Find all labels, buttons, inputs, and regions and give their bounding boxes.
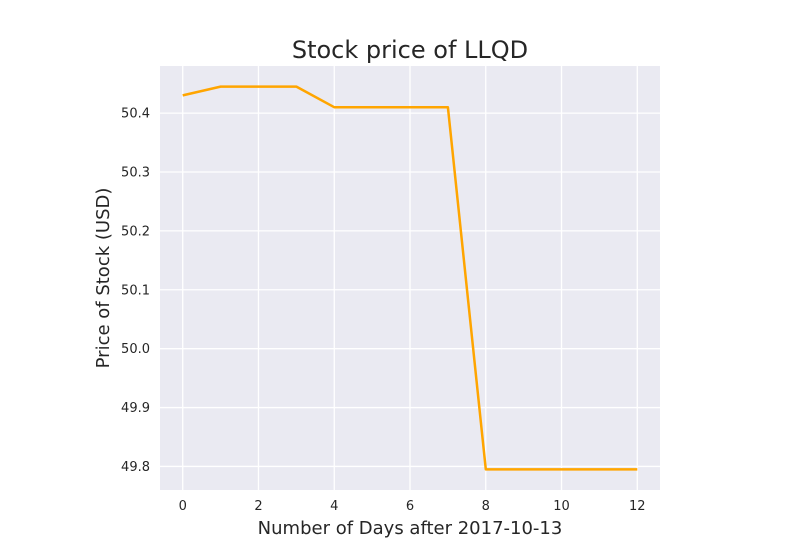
x-tick-labels: 0 2 4 6 8 10 12 (179, 499, 646, 514)
y-tick-label: 50.1 (121, 283, 150, 298)
x-tick-label: 12 (629, 499, 646, 514)
grid-lines (160, 66, 660, 490)
x-tick-label: 4 (330, 499, 338, 514)
series-line (182, 85, 638, 471)
x-tick-label: 6 (406, 499, 414, 514)
x-axis-label: Number of Days after 2017-10-13 (258, 518, 563, 539)
y-tick-label: 50.3 (121, 166, 150, 181)
y-tick-label: 50.0 (121, 342, 150, 357)
y-tick-label: 49.8 (121, 460, 150, 475)
x-tick-label: 0 (179, 499, 187, 514)
y-tick-label: 49.9 (121, 401, 150, 416)
series-layer (182, 85, 638, 471)
y-tick-labels: 49.8 49.9 50.0 50.1 50.2 50.3 50.4 (121, 107, 150, 475)
y-tick-label: 50.4 (121, 107, 150, 122)
chart-title: Stock price of LLQD (292, 36, 528, 64)
x-tick-label: 10 (553, 499, 570, 514)
y-axis-label: Price of Stock (USD) (93, 188, 114, 369)
x-tick-label: 2 (254, 499, 262, 514)
x-tick-label: 8 (482, 499, 490, 514)
y-tick-label: 50.2 (121, 224, 150, 239)
